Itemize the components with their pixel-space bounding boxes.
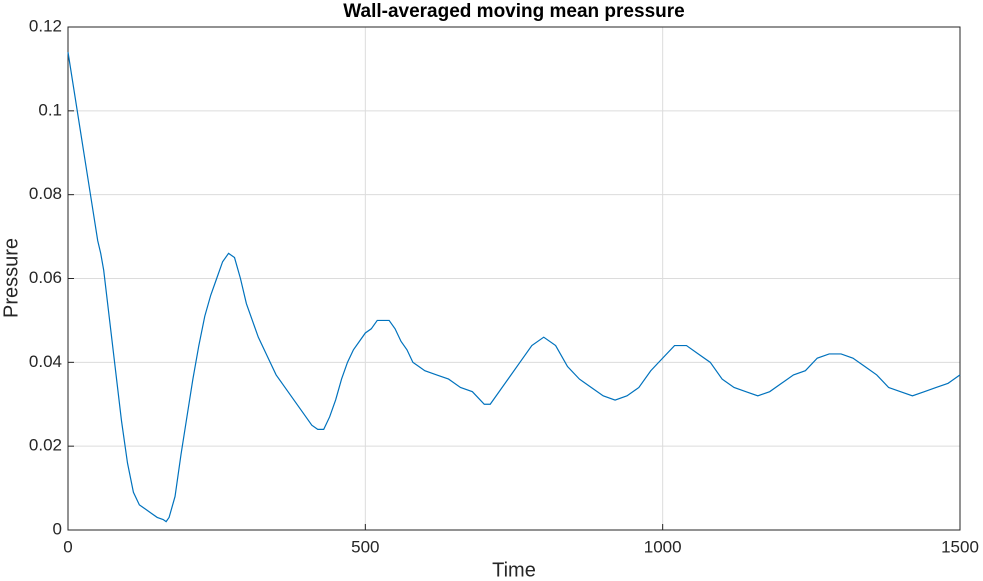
y-tick-label: 0.06 bbox=[29, 268, 62, 287]
x-tick-label: 500 bbox=[351, 537, 379, 556]
x-tick-label: 1000 bbox=[644, 537, 682, 556]
chart-title: Wall-averaged moving mean pressure bbox=[343, 1, 684, 22]
y-tick-label: 0.02 bbox=[29, 436, 62, 455]
y-tick-label: 0.04 bbox=[29, 352, 62, 371]
data-line bbox=[67, 52, 961, 523]
y-axis-label: Pressure bbox=[0, 238, 22, 318]
x-axis-label: Time bbox=[492, 559, 536, 581]
y-tick-label: 0.08 bbox=[29, 184, 62, 203]
y-tick-label: 0.1 bbox=[38, 100, 62, 119]
y-tick-label: 0 bbox=[53, 519, 62, 538]
plot-frame bbox=[67, 26, 961, 531]
x-tick-label: 0 bbox=[63, 537, 72, 556]
y-tick-label: 0.12 bbox=[29, 16, 62, 35]
x-tick-label: 1500 bbox=[941, 537, 979, 556]
